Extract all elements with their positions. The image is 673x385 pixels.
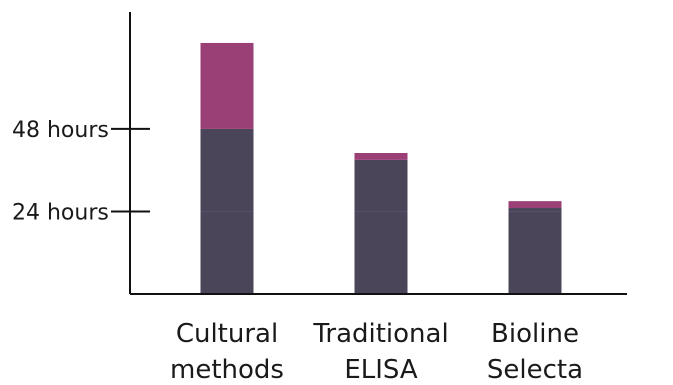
y-tick-label: 24 hours — [12, 200, 109, 225]
bar-segment-3-1 — [508, 208, 562, 294]
category-label: methods — [170, 355, 284, 385]
category-label: ELISA — [344, 355, 418, 385]
category-label: Traditional — [312, 319, 448, 349]
category-label: Cultural — [176, 319, 278, 349]
category-label: Selecta — [487, 355, 583, 385]
axes-layer — [129, 12, 627, 295]
bar-segment-1-2 — [200, 42, 254, 129]
bars-layer — [200, 42, 562, 294]
bar-segment-2-1 — [354, 159, 408, 294]
y-ticks-layer: 24 hours 48 hours — [12, 118, 150, 225]
x-labels-layer: Cultural methods Traditional ELISA Bioline Se… — [170, 319, 583, 385]
category-label: Bioline — [491, 319, 579, 349]
y-tick-label: 48 hours — [12, 118, 109, 143]
bar-segment-3-2 — [508, 201, 562, 209]
bar-segment-2-2 — [354, 153, 408, 160]
